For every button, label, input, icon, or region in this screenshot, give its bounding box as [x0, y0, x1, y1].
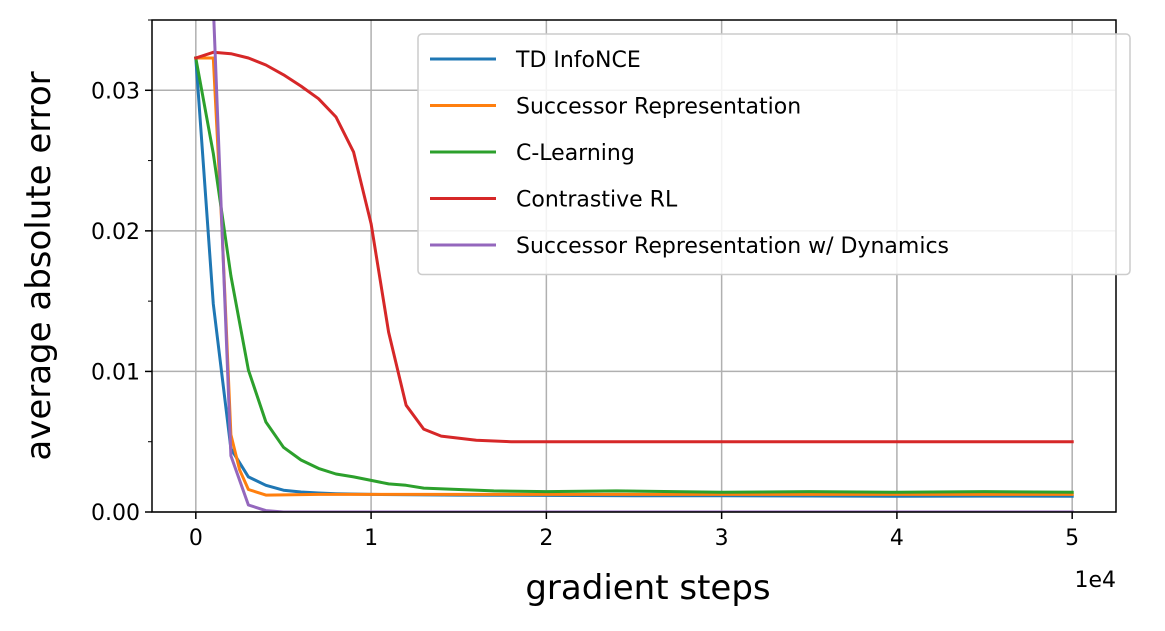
x-tick-label: 1	[364, 526, 378, 551]
x-axis-offset-label: 1e4	[1074, 568, 1116, 593]
series-line-4	[212, 20, 1074, 512]
legend: TD InfoNCE Successor Representation C-Lear…	[417, 33, 1131, 276]
legend-label: TD InfoNCE	[515, 48, 641, 73]
x-tick-label: 5	[1065, 526, 1079, 551]
series-line-3	[193, 50, 1074, 444]
axis-ticks: 0 1 2 3 4 5 0.00 0.01 0.02 0.03	[91, 19, 1079, 551]
legend-label: Successor Representation	[516, 95, 801, 120]
x-tick-label: 4	[890, 526, 904, 551]
series-lines	[193, 20, 1074, 512]
legend-box	[417, 33, 1131, 276]
series-line-2	[194, 56, 1074, 494]
y-tick-label: 0.00	[91, 501, 140, 526]
y-tick-label: 0.03	[91, 79, 140, 104]
y-tick-label: 0.01	[91, 360, 140, 385]
x-axis-label: gradient steps	[525, 568, 770, 608]
x-tick-label: 3	[715, 526, 729, 551]
y-axis-label: average absolute error	[19, 71, 59, 460]
x-tick-label: 2	[539, 526, 553, 551]
legend-label: Contrastive RL	[516, 188, 678, 213]
x-tick-label: 0	[189, 526, 203, 551]
legend-label: Successor Representation w/ Dynamics	[516, 234, 949, 259]
legend-label: C-Learning	[516, 141, 635, 166]
y-tick-label: 0.02	[91, 220, 140, 245]
